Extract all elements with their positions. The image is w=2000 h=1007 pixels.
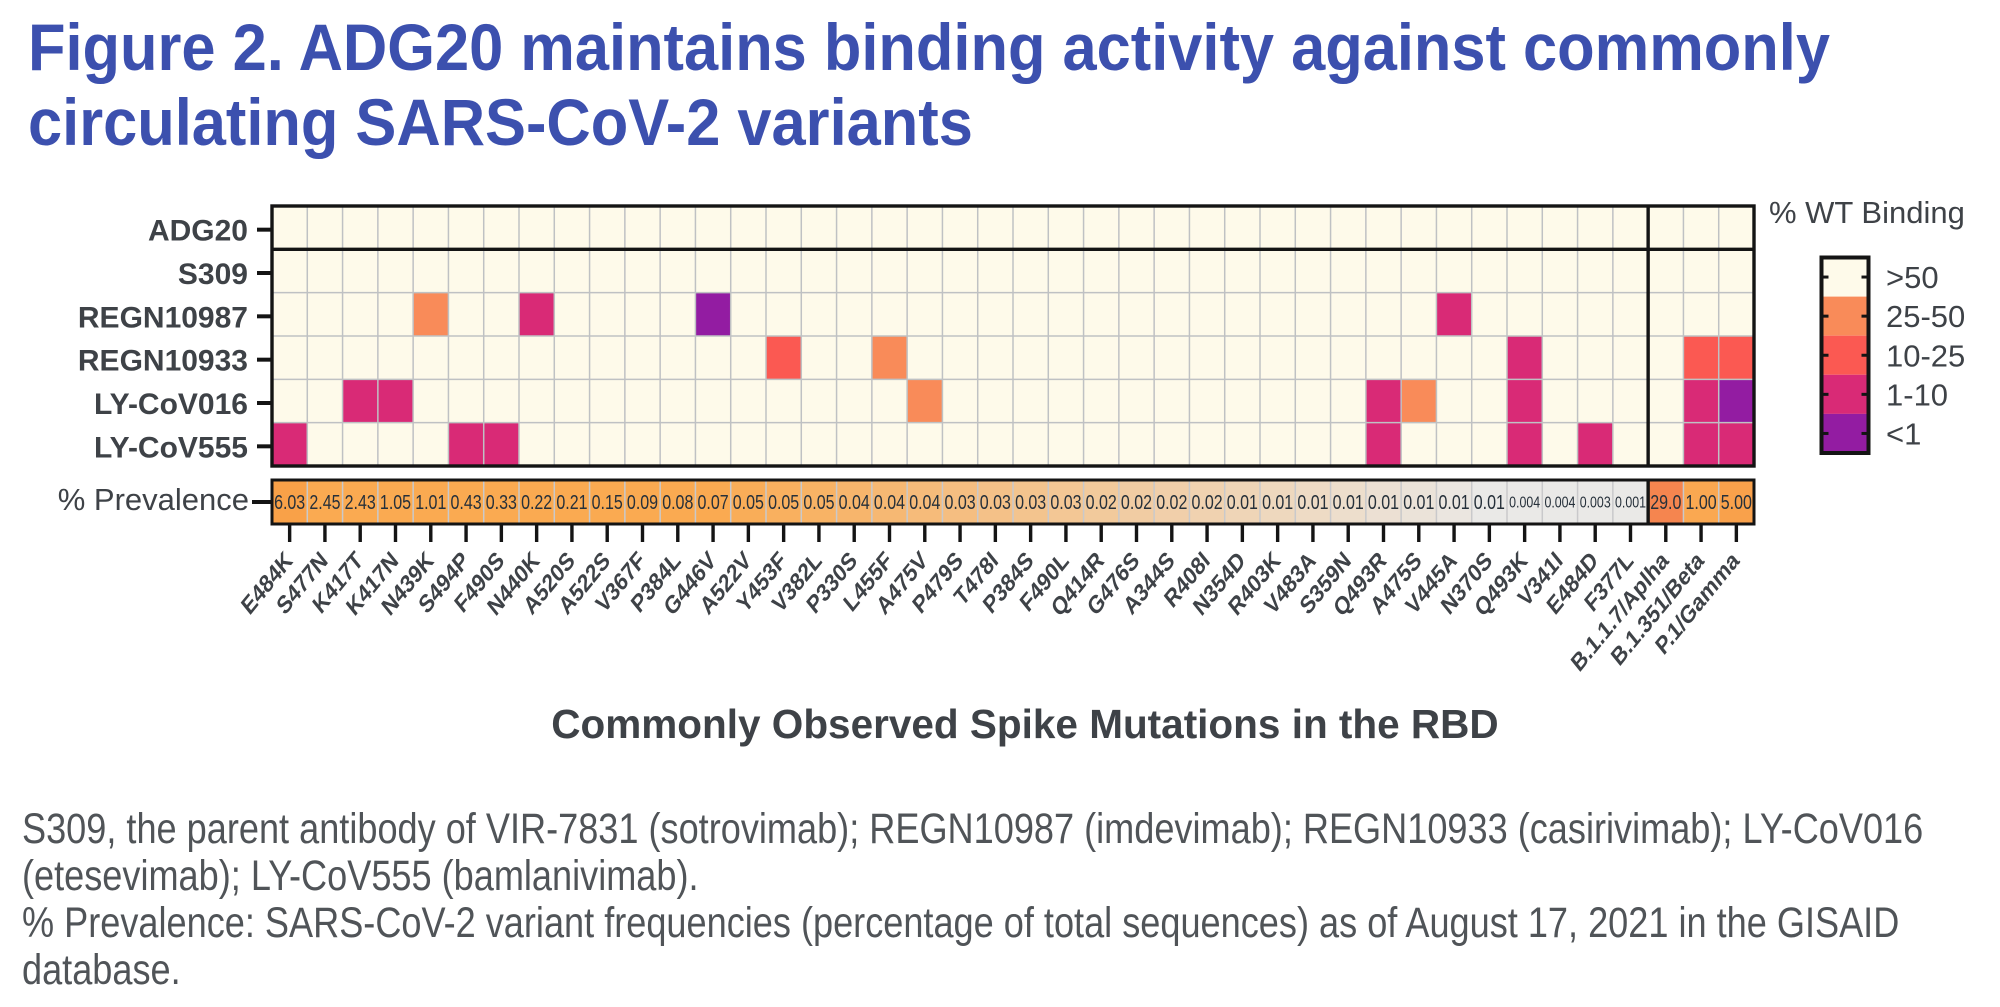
svg-text:S309: S309 (178, 258, 248, 291)
svg-text:0.05: 0.05 (803, 492, 834, 514)
svg-text:ADG20: ADG20 (148, 215, 248, 248)
svg-text:0.03: 0.03 (1015, 492, 1046, 514)
svg-text:1.01: 1.01 (415, 492, 446, 514)
svg-text:REGN10933: REGN10933 (78, 345, 248, 378)
svg-text:10-25: 10-25 (1886, 338, 1965, 373)
svg-text:0.43: 0.43 (450, 492, 481, 514)
svg-text:0.003: 0.003 (1580, 493, 1611, 511)
svg-text:0.02: 0.02 (1086, 492, 1117, 514)
svg-text:0.004: 0.004 (1544, 493, 1575, 511)
svg-text:29.0: 29.0 (1650, 492, 1681, 514)
svg-text:0.09: 0.09 (627, 492, 658, 514)
svg-text:0.15: 0.15 (592, 492, 623, 514)
svg-text:0.01: 0.01 (1262, 492, 1293, 514)
svg-text:0.03: 0.03 (944, 492, 975, 514)
svg-text:0.04: 0.04 (874, 492, 905, 514)
svg-text:0.01: 0.01 (1403, 492, 1434, 514)
svg-text:0.33: 0.33 (486, 492, 517, 514)
svg-text:0.02: 0.02 (1156, 492, 1187, 514)
svg-text:0.04: 0.04 (839, 492, 870, 514)
svg-text:1-10: 1-10 (1886, 377, 1948, 412)
svg-text:>50: >50 (1886, 260, 1939, 295)
svg-text:0.01: 0.01 (1297, 492, 1328, 514)
svg-text:1.05: 1.05 (380, 492, 411, 514)
svg-text:0.01: 0.01 (1368, 492, 1399, 514)
svg-text:LY-CoV016: LY-CoV016 (94, 388, 248, 421)
svg-text:0.22: 0.22 (521, 492, 552, 514)
svg-text:% Prevalence: % Prevalence (58, 482, 249, 517)
svg-text:<1: <1 (1886, 416, 1921, 451)
svg-text:0.001: 0.001 (1615, 493, 1646, 511)
svg-text:0.01: 0.01 (1227, 492, 1258, 514)
svg-text:0.05: 0.05 (768, 492, 799, 514)
svg-text:0.02: 0.02 (1121, 492, 1152, 514)
svg-text:0.04: 0.04 (909, 492, 940, 514)
svg-text:25-50: 25-50 (1886, 299, 1965, 334)
svg-text:2.43: 2.43 (345, 492, 376, 514)
svg-text:0.01: 0.01 (1333, 492, 1364, 514)
svg-text:2.45: 2.45 (309, 492, 340, 514)
svg-text:0.05: 0.05 (733, 492, 764, 514)
svg-text:0.03: 0.03 (1050, 492, 1081, 514)
svg-text:1.00: 1.00 (1685, 492, 1716, 514)
svg-text:REGN10987: REGN10987 (78, 301, 248, 334)
svg-text:0.004: 0.004 (1509, 493, 1540, 511)
svg-text:Commonly Observed Spike Mutati: Commonly Observed Spike Mutations in the… (551, 701, 1498, 747)
svg-text:5.00: 5.00 (1721, 492, 1752, 514)
svg-text:0.01: 0.01 (1474, 492, 1505, 514)
svg-text:LY-CoV555: LY-CoV555 (94, 431, 248, 464)
svg-text:0.21: 0.21 (556, 492, 587, 514)
svg-text:% WT Binding: % WT Binding (1769, 195, 1965, 230)
svg-text:0.03: 0.03 (980, 492, 1011, 514)
svg-text:6.03: 6.03 (274, 492, 305, 514)
svg-text:0.02: 0.02 (1191, 492, 1222, 514)
svg-text:0.01: 0.01 (1438, 492, 1469, 514)
svg-text:0.07: 0.07 (697, 492, 728, 514)
svg-text:0.08: 0.08 (662, 492, 693, 514)
